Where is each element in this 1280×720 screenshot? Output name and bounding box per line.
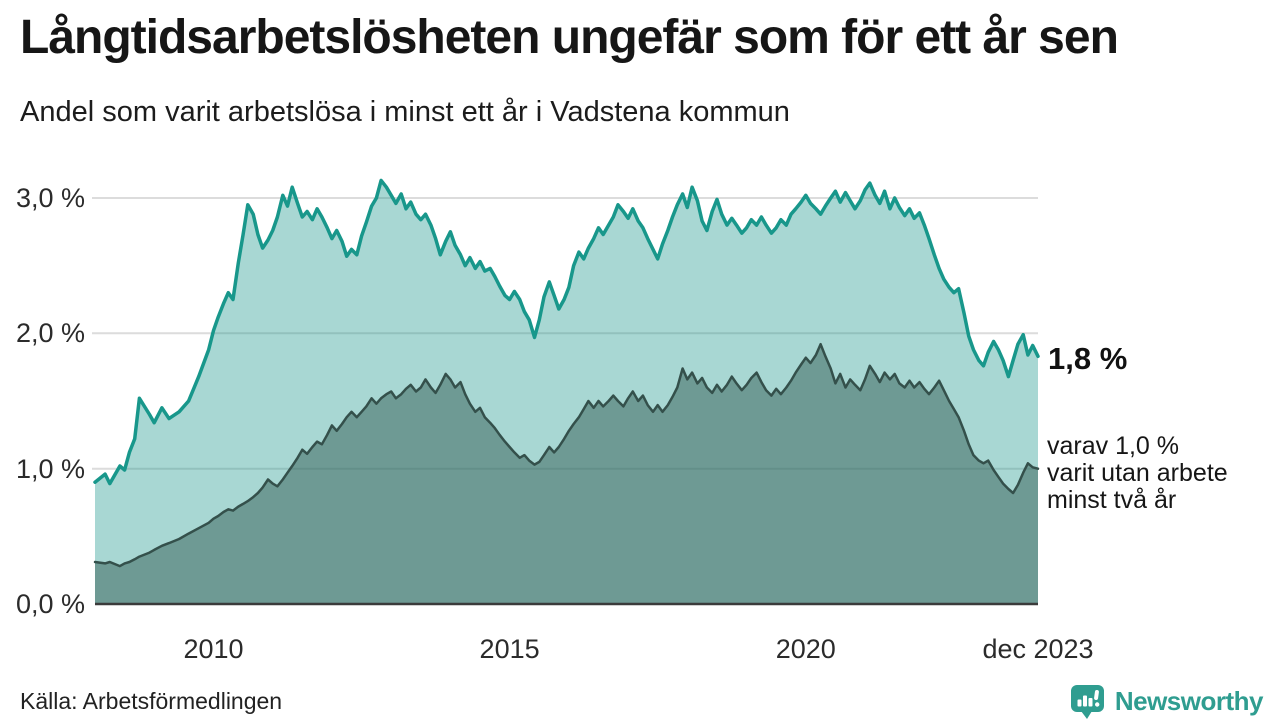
y-tick-label: 3,0 % — [15, 183, 85, 213]
annotation-line-3: minst två år — [1047, 486, 1177, 514]
x-tick-label: 2015 — [479, 634, 540, 664]
x-tick-label: 2020 — [775, 634, 836, 664]
area-two-year — [95, 344, 1038, 604]
newsworthy-logo-icon — [1070, 685, 1104, 719]
source-note: Källa: Arbetsförmedlingen — [20, 688, 283, 714]
y-tick-label: 2,0 % — [15, 318, 85, 349]
y-tick-label: 1,0 % — [15, 453, 85, 484]
line-two-year — [93, 342, 1040, 568]
chart-subtitle: Andel som varit arbetslösa i minst ett å… — [20, 96, 790, 128]
annotation-line-1: varav 1,0 % — [1047, 432, 1180, 460]
end-value-label: 1,8 % — [1048, 341, 1128, 376]
newsworthy-wordmark: Newsworthy — [1114, 686, 1264, 716]
x-tick-label: 2010 — [183, 634, 244, 664]
line-one-year — [93, 178, 1040, 486]
newsworthy-brand: Newsworthy — [1070, 684, 1264, 719]
page-title: Långtidsarbetslösheten ungefär som för e… — [20, 11, 1119, 64]
annotation-line-2: varit utan arbete — [1047, 459, 1228, 487]
x-tick-label: dec 2023 — [982, 634, 1094, 664]
series-detail-annotation: varav 1,0 % varit utan arbete minst två … — [1047, 433, 1228, 514]
y-tick-label: 0,0 % — [15, 589, 85, 619]
